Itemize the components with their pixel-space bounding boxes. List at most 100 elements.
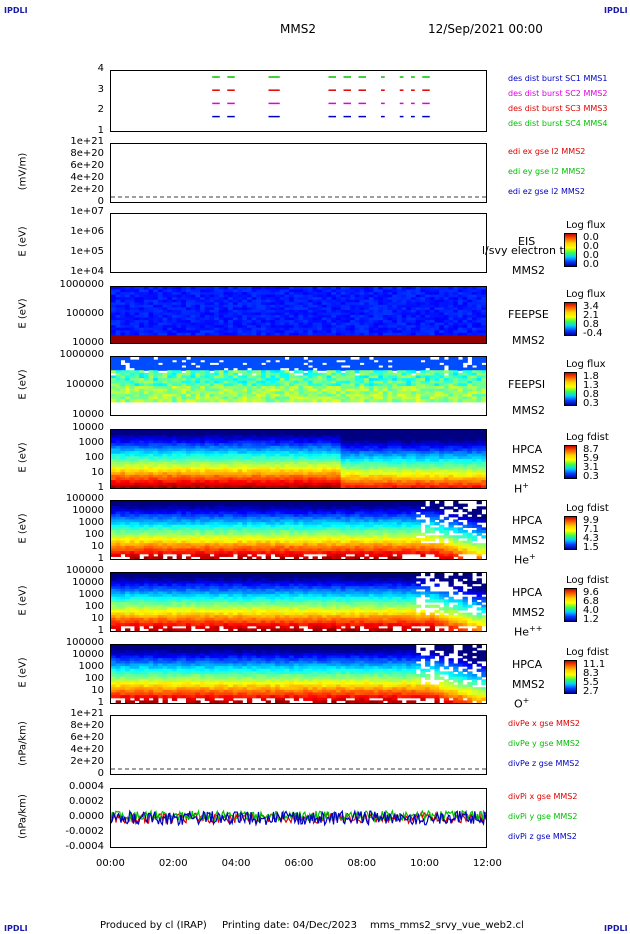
species-hpca_h: H+ <box>514 481 529 496</box>
species-hpca_hepp: He++ <box>514 624 543 639</box>
xtick-1: 02:00 <box>158 858 188 869</box>
panel-divpe <box>110 715 487 775</box>
ytick-feepse-1: 100000 <box>65 308 104 319</box>
ytick-hpca_hepp-4: 10 <box>91 613 104 624</box>
footer-filename: mms_mms2_srvy_vue_web2.cl <box>370 920 524 931</box>
colorbar-feepsi <box>564 372 577 406</box>
ytick-burst-0: 4 <box>97 63 104 74</box>
colorbar-value-feepsi-1: 1.3 <box>583 380 599 391</box>
panel-hpca_h <box>110 429 487 489</box>
corner-label-tl: IPDLI <box>4 6 28 15</box>
species-hpca_o: O+ <box>514 696 530 711</box>
instrument-hpca_h: HPCA <box>512 443 543 456</box>
series-label-burst-3: des dist burst SC4 MMS4 <box>508 118 608 128</box>
series-label-burst-2: des dist burst SC3 MMS3 <box>508 103 608 113</box>
colorbar-title-feepsi: Log flux <box>566 359 606 370</box>
series-label-divpi-2: divPi z gse MMS2 <box>508 832 577 841</box>
colorbar-value-eis-0: 0.0 <box>583 232 599 243</box>
series-label-divpe-1: divPe y gse MMS2 <box>508 739 580 748</box>
series-label-burst-0: des dist burst SC1 MMS1 <box>508 74 608 83</box>
instrument-hpca_hepp: HPCA <box>512 586 543 599</box>
spacecraft-feepsi: MMS2 <box>512 404 545 417</box>
ytick-feepse-2: 10000 <box>72 337 104 348</box>
spacecraft-hpca_he: MMS2 <box>512 534 545 547</box>
colorbar-value-hpca_o-1: 8.3 <box>583 668 599 679</box>
xtick-0: 00:00 <box>96 858 125 869</box>
ytick-hpca_he-5: 1 <box>97 553 104 564</box>
ytick-hpca_he-4: 10 <box>91 541 104 552</box>
ytick-burst-2: 2 <box>97 104 104 116</box>
series-divpi-1 <box>111 808 486 824</box>
colorbar-value-hpca_o-2: 5.5 <box>583 677 599 688</box>
ytick-hpca_hepp-3: 100 <box>84 601 104 612</box>
instrument-feepse: FEEPSE <box>508 308 549 321</box>
ytick-hpca_he-2: 1000 <box>78 517 104 528</box>
series-divpi-2 <box>111 809 486 827</box>
plot-edi <box>111 196 486 198</box>
spacecraft-eis: MMS2 <box>512 264 545 277</box>
plot-feepse <box>111 287 486 343</box>
ytick-divpi-2: 0.0000 <box>69 811 104 822</box>
plot-hpca_h <box>111 430 486 488</box>
series-label-divpe-0: divPe x gse MMS2 <box>508 719 580 728</box>
ytick-eis-0: 1e+07 <box>70 206 104 217</box>
corner-label-tr: IPDLI <box>604 6 628 15</box>
ytick-burst-3: 1 <box>97 125 104 136</box>
spacecraft-hpca_o: MMS2 <box>512 678 545 691</box>
colorbar-value-feepsi-2: 0.8 <box>583 389 599 400</box>
ytick-hpca_o-2: 1000 <box>78 661 104 672</box>
series-label-edi-0: edi ex gse l2 MMS2 <box>508 147 586 156</box>
panel-eis <box>110 213 487 273</box>
xtick-4: 08:00 <box>347 858 377 869</box>
colorbar-title-hpca_o: Log fdist <box>566 647 609 658</box>
ytick-eis-1: 1e+06 <box>70 226 104 237</box>
ytick-edi-4: 2e+20 <box>70 184 104 195</box>
ytick-hpca_o-0: 100000 <box>65 637 104 648</box>
plot-divpi <box>111 808 486 827</box>
ytick-divpe-2: 6e+20 <box>70 732 104 743</box>
plot-feepsi <box>111 357 486 403</box>
colorbar-value-feepse-0: 3.4 <box>583 301 599 312</box>
colorbar-value-feepse-1: 2.1 <box>583 310 599 321</box>
ytick-eis-2: 1e+05 <box>70 246 104 257</box>
colorbar-value-eis-2: 0.0 <box>583 250 599 261</box>
colorbar-value-hpca_hepp-3: 1.2 <box>583 614 599 625</box>
instrument-eis: EIS <box>518 235 536 248</box>
plot-hpca_o <box>111 645 486 703</box>
ytick-hpca_hepp-2: 1000 <box>78 589 104 600</box>
colorbar-title-feepse: Log flux <box>566 289 606 300</box>
footer-produced: Produced by cl (IRAP) <box>100 920 207 931</box>
ytick-hpca_hepp-0: 100000 <box>65 565 104 576</box>
ytick-feepse-0: 1000000 <box>59 279 104 290</box>
colorbar-value-hpca_hepp-0: 9.6 <box>583 587 599 598</box>
ytick-hpca_he-3: 100 <box>84 529 104 540</box>
plot-divpe <box>111 768 486 770</box>
ytick-divpe-1: 8e+20 <box>70 720 104 731</box>
colorbar-value-hpca_he-1: 7.1 <box>583 524 599 535</box>
colorbar-eis <box>564 233 577 267</box>
ytick-edi-2: 6e+20 <box>70 160 104 171</box>
plot-hpca_he <box>111 501 486 559</box>
series-label-divpe-2: divPe z gse MMS2 <box>508 759 580 768</box>
ytick-feepsi-2: 10000 <box>72 409 104 420</box>
plot-hpca_hepp <box>111 573 486 631</box>
colorbar-title-hpca_he: Log fdist <box>566 503 609 514</box>
corner-label-bl: IPDLI <box>4 924 28 933</box>
series-label-edi-2: edi ez gse l2 MMS2 <box>508 187 585 196</box>
colorbar-hpca_he <box>564 516 577 550</box>
xtick-3: 06:00 <box>284 858 314 869</box>
ytick-hpca_o-3: 100 <box>84 673 104 684</box>
colorbar-feepse <box>564 302 577 336</box>
spacecraft-hpca_h: MMS2 <box>512 463 545 476</box>
ytick-edi-5: 0 <box>97 196 104 207</box>
instrument-hpca_he: HPCA <box>512 514 543 527</box>
colorbar-value-hpca_he-3: 1.5 <box>583 542 599 553</box>
ytick-edi-1: 8e+20 <box>70 148 104 159</box>
panel-burst <box>110 70 487 132</box>
colorbar-value-hpca_he-2: 4.3 <box>583 533 599 544</box>
colorbar-value-feepse-3: -0.4 <box>583 328 603 339</box>
spacecraft-feepse: MMS2 <box>512 334 545 347</box>
colorbar-value-hpca_he-0: 9.9 <box>583 515 599 526</box>
panel-hpca_hepp <box>110 572 487 632</box>
ytick-divpe-5: 0 <box>97 768 104 779</box>
